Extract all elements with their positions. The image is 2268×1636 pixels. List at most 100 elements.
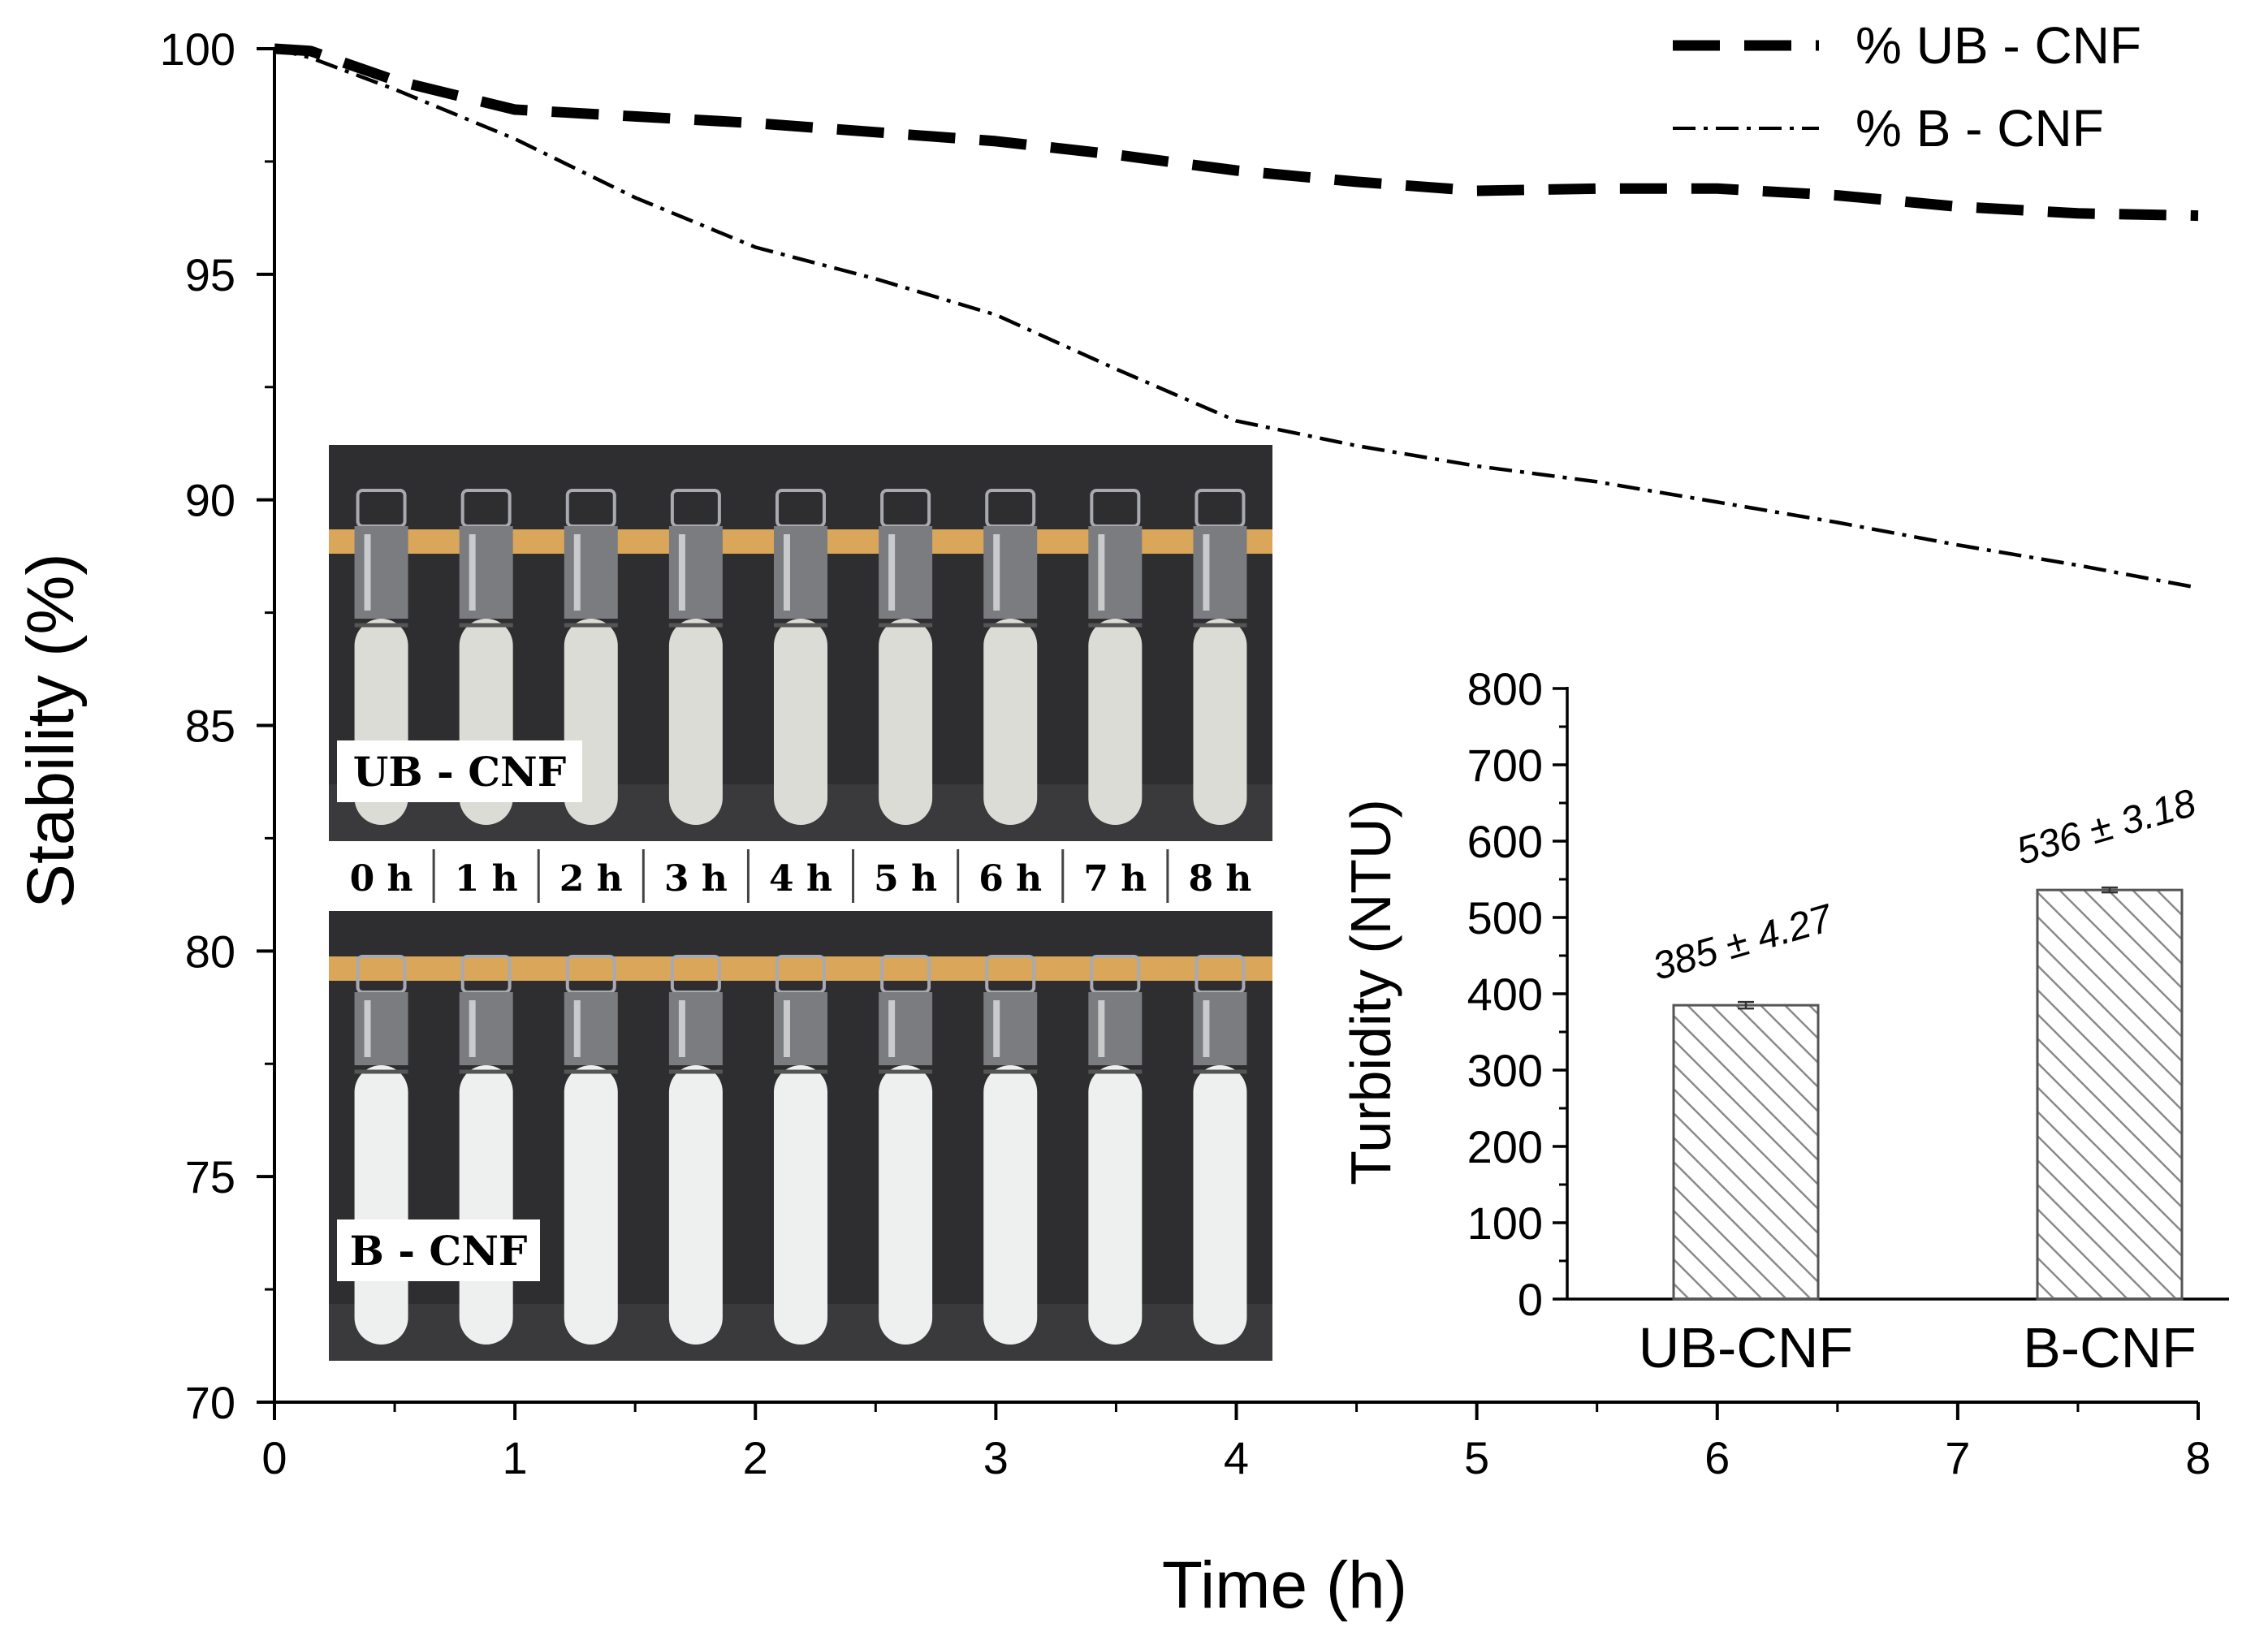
main-y-tick-label: 95: [185, 249, 235, 300]
time-label-1: 1 h: [455, 858, 518, 900]
main-x-tick-label: 2: [743, 1432, 768, 1483]
bar-y-tick-label: 100: [1467, 1198, 1543, 1249]
top-tube-cap: [879, 526, 933, 619]
bottom-tube-shine: [1098, 1000, 1105, 1057]
main-x-tick-label: 1: [503, 1432, 528, 1483]
bottom-tube-cap: [1193, 992, 1247, 1065]
main-ticks: 0 1 2 3 4 5 6 7 8 70 75 80 85 90 95 100: [160, 24, 2211, 1483]
top-tube-liquid: [1193, 619, 1247, 825]
bar-y-tick-label: 500: [1467, 892, 1543, 943]
main-y-tick-label: 90: [185, 475, 235, 526]
bar-y-axis-label: Turbidity (NTU): [1339, 799, 1402, 1185]
legend-label-ub-cnf: % UB - CNF: [1855, 16, 2141, 75]
time-label-2: 2 h: [559, 858, 623, 900]
top-tube-cap: [774, 526, 827, 619]
bottom-tube-cap: [983, 992, 1038, 1065]
bottom-tube-liquid: [983, 1065, 1038, 1345]
main-y-tick-label: 80: [185, 926, 235, 977]
bar-y-tick-label: 800: [1467, 663, 1543, 714]
bar-y-tick-label: 200: [1467, 1121, 1543, 1172]
bottom-tube-liquid: [668, 1065, 723, 1345]
bar-ub-cnf: [1672, 1004, 1820, 1301]
bar-y-tick-label: 400: [1467, 969, 1543, 1020]
top-tube-shine: [1098, 534, 1105, 611]
top-tube-shine: [993, 534, 1000, 611]
bar-y-tick-label: 0: [1518, 1274, 1543, 1325]
main-x-axis-label: Time (h): [1162, 1548, 1407, 1622]
photo-bottom-row: [329, 955, 1272, 1361]
bottom-tube-liquid: [354, 1065, 408, 1345]
top-tube-liquid: [879, 619, 933, 825]
main-x-tick-label: 0: [261, 1432, 287, 1483]
top-tube-liquid: [774, 619, 827, 825]
bar-y-tick-label: 300: [1467, 1045, 1543, 1096]
top-tube-cap: [564, 526, 618, 619]
bar-y-tick-label: 700: [1467, 740, 1543, 791]
bar-x-tick-label-0: UB-CNF: [1639, 1316, 1853, 1379]
bottom-tube-liquid: [774, 1065, 827, 1345]
bottom-tube-shine: [784, 1000, 790, 1057]
main-y-tick-label: 85: [185, 701, 235, 752]
time-label-0: 0 h: [350, 858, 413, 900]
time-label-6: 6 h: [978, 858, 1042, 900]
main-x-tick-label: 5: [1464, 1432, 1489, 1483]
main-x-tick-label: 8: [2185, 1432, 2210, 1483]
top-tube-cap: [983, 526, 1038, 619]
bar-x-tick-label-1: B-CNF: [2023, 1316, 2197, 1379]
main-y-tick-label: 70: [185, 1377, 235, 1428]
bottom-tube-shine: [573, 1000, 581, 1057]
time-label-8: 8 h: [1188, 858, 1251, 900]
bottom-tube-shine: [469, 1000, 476, 1057]
series-line-b-cnf: [274, 46, 2199, 590]
top-tube-shine: [1203, 534, 1210, 611]
main-x-tick-label: 6: [1704, 1432, 1730, 1483]
bottom-tube-liquid: [879, 1065, 933, 1345]
top-tube-shine: [888, 534, 896, 611]
top-tube-liquid: [668, 619, 723, 825]
bottom-tube-cap: [668, 992, 723, 1065]
top-tube-liquid: [1088, 619, 1143, 825]
main-x-tick-label: 7: [1945, 1432, 1970, 1483]
bottom-tape: [329, 956, 1272, 981]
main-y-tick-label: 100: [160, 24, 235, 75]
bottom-tube-liquid: [1193, 1065, 1247, 1345]
bottom-tube-liquid: [459, 1065, 513, 1345]
bottom-tube-liquid: [564, 1065, 618, 1345]
time-label-4: 4 h: [769, 858, 832, 900]
top-tube-shine: [678, 534, 685, 611]
time-strip: [329, 841, 1272, 911]
top-tube-cap: [1088, 526, 1143, 619]
top-tube-shine: [364, 534, 371, 611]
time-label-5: 5 h: [874, 858, 937, 900]
main-y-tick-label: 75: [185, 1151, 235, 1202]
bottom-tube-cap: [1088, 992, 1143, 1065]
bottom-label: B - CNF: [350, 1227, 528, 1275]
bottom-tube-cap: [774, 992, 827, 1065]
bar-b-cnf: [2036, 888, 2184, 1301]
top-tube-shine: [469, 534, 476, 611]
top-label-box: [337, 740, 582, 802]
top-tube-liquid: [983, 619, 1038, 825]
legend-label-b-cnf: % B - CNF: [1855, 99, 2104, 158]
main-y-axis-label: Stability (%): [14, 553, 88, 908]
bar-y-tick-label: 600: [1467, 816, 1543, 867]
bar-ticks: 0 100 200 300 400 500 600 700 800 UB-CNF B-CNF: [1467, 663, 2197, 1379]
bottom-tube-liquid: [1088, 1065, 1143, 1345]
bottom-tube-shine: [888, 1000, 896, 1057]
bottom-label-box: [337, 1219, 540, 1281]
top-tube-cap: [1193, 526, 1247, 619]
top-tube-cap: [459, 526, 513, 619]
top-tube-cap: [668, 526, 723, 619]
time-label-7: 7 h: [1083, 858, 1147, 900]
top-label: UB - CNF: [353, 748, 566, 796]
main-series: [274, 43, 2199, 590]
bottom-tube-shine: [364, 1000, 371, 1057]
bottom-tube-shine: [1203, 1000, 1210, 1057]
time-label-3: 3 h: [664, 858, 728, 900]
main-x-tick-label: 3: [983, 1432, 1009, 1483]
bottom-tube-shine: [993, 1000, 1000, 1057]
series-line-ub-cnf: [274, 43, 2199, 222]
top-tube-shine: [784, 534, 790, 611]
